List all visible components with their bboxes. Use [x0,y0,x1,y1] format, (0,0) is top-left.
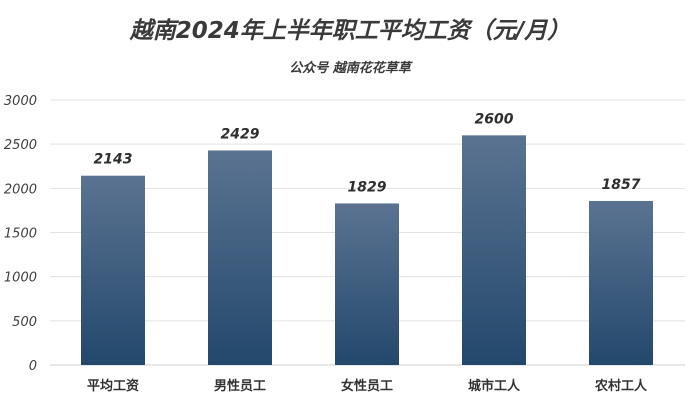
bars [81,135,653,365]
x-category-label: 男性员工 [214,378,266,394]
bar [589,200,653,365]
y-tick-label: 500 [12,315,37,330]
y-tick-label: 3000 [4,94,37,109]
y-tick-label: 1000 [4,271,37,286]
x-category-label: 平均工资 [87,378,139,394]
bar [335,203,399,365]
data-label: 2429 [221,126,260,142]
x-category-label: 女性员工 [341,378,393,394]
bar [81,175,145,365]
bar [462,135,526,365]
chart-title: 越南2024年上半年职工平均工资（元/月） [129,17,570,44]
chart-subtitle: 公众号 越南花花草草 [289,60,414,76]
data-label: 2600 [475,111,514,127]
data-labels: 2143 2429 1829 2600 1857 [94,111,641,195]
x-axis-categories: 平均工资 男性员工 女性员工 城市工人 农村工人 [87,378,648,394]
data-label: 2143 [94,152,133,168]
x-category-label: 城市工人 [468,378,521,394]
data-label: 1857 [602,177,641,193]
x-category-label: 农村工人 [594,378,648,394]
data-label: 1829 [348,179,387,195]
bar [208,150,272,365]
y-tick-label: 2500 [4,138,37,153]
y-tick-label: 1500 [4,227,37,242]
y-tick-label: 2000 [4,182,37,197]
y-axis-ticks: 0 500 1000 1500 2000 2500 3000 [4,94,37,374]
y-tick-label: 0 [29,359,37,374]
